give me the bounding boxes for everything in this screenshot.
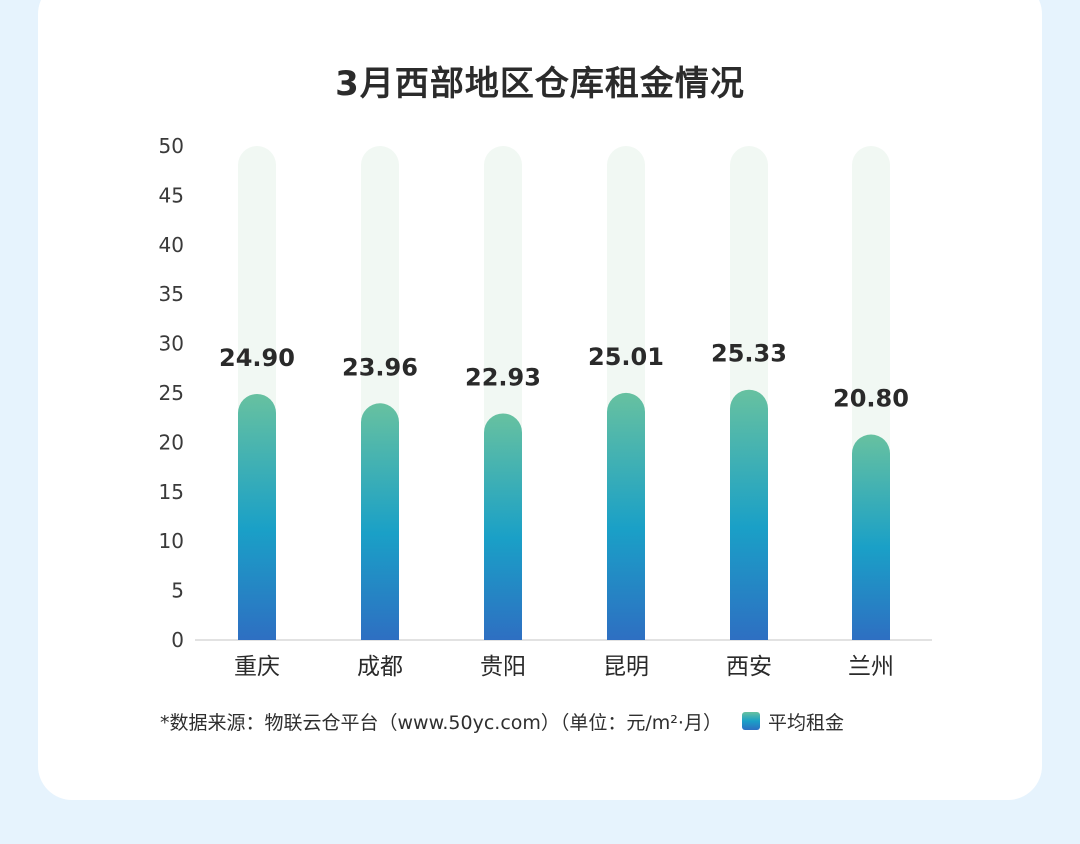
bar [607, 392, 645, 640]
x-tick-label: 重庆 [234, 654, 280, 680]
x-tick-label: 昆明 [603, 654, 649, 680]
legend-swatch [741, 712, 760, 730]
data-label: 25.33 [711, 340, 787, 368]
y-tick-label: 35 [159, 282, 184, 306]
x-tick-label: 兰州 [848, 654, 894, 680]
y-tick-label: 50 [159, 134, 184, 158]
y-tick-label: 0 [171, 628, 184, 652]
data-label: 23.96 [342, 353, 418, 381]
x-axis-ticks: 重庆 成都 贵阳 昆明 西安 兰州 [234, 654, 894, 680]
y-tick-label: 30 [159, 332, 184, 356]
x-tick-label: 成都 [357, 654, 403, 680]
chart-title: 3月西部地区仓库租金情况 [335, 64, 745, 104]
bars [238, 389, 890, 640]
y-tick-label: 25 [159, 381, 184, 405]
bar [238, 393, 276, 640]
y-tick-label: 10 [159, 529, 184, 553]
data-label: 25.01 [588, 343, 664, 371]
source-note: *数据来源：物联云仓平台（www.50yc.com）（单位：元/m²·月） [160, 711, 722, 734]
y-tick-label: 40 [159, 233, 184, 257]
bar-tracks [238, 146, 890, 640]
data-label: 24.90 [219, 344, 295, 372]
bar [484, 413, 522, 640]
x-tick-label: 贵阳 [480, 654, 526, 680]
data-label: 20.80 [833, 384, 909, 412]
bar [361, 403, 399, 640]
y-tick-label: 5 [171, 579, 184, 603]
y-axis-ticks: 0 5 10 15 20 25 30 35 40 45 50 [159, 134, 184, 652]
legend: 平均租金 [741, 708, 844, 735]
legend-label: 平均租金 [767, 711, 844, 734]
y-tick-label: 45 [159, 183, 184, 207]
bar [730, 389, 768, 640]
y-tick-label: 15 [159, 480, 184, 504]
footer: *数据来源：物联云仓平台（www.50yc.com）（单位：元/m²·月） 平均… [160, 706, 960, 736]
x-tick-label: 西安 [726, 654, 772, 680]
data-label: 22.93 [465, 363, 541, 391]
bar [852, 434, 890, 640]
value-labels: 24.90 23.96 22.93 25.01 25.33 20.80 [219, 340, 909, 413]
y-tick-label: 20 [159, 430, 184, 454]
